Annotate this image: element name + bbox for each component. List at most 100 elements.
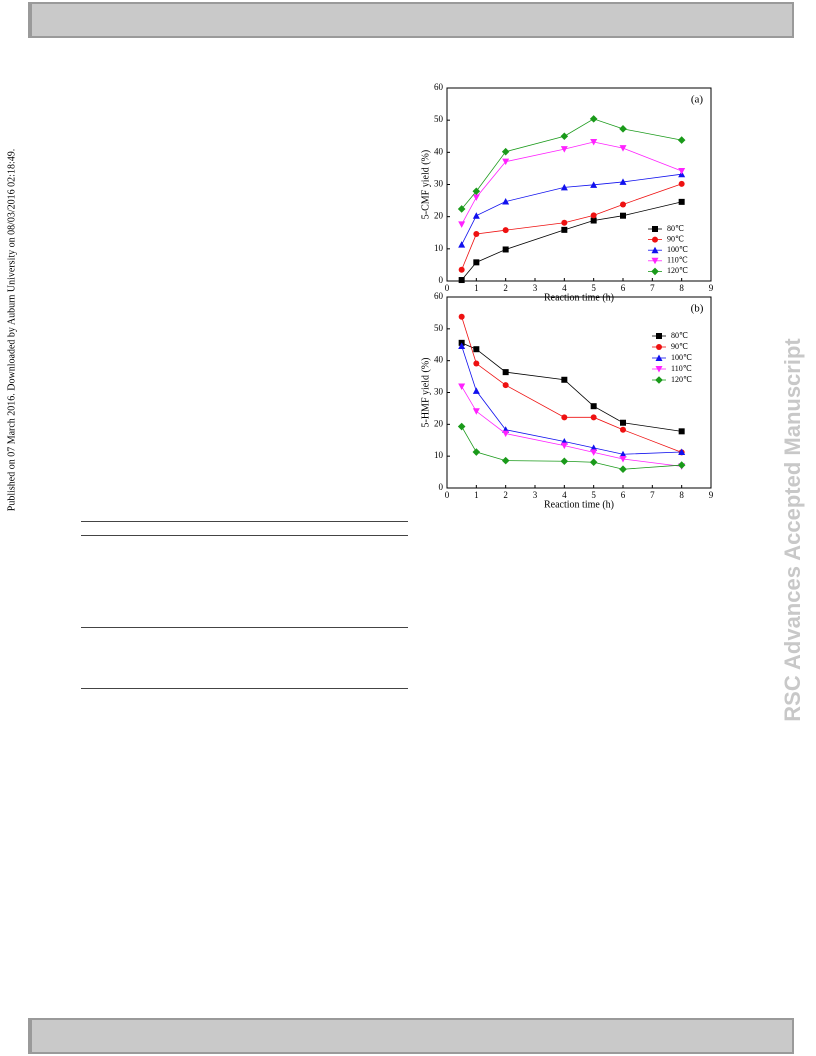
x-tick-label: 7 (650, 283, 655, 293)
marker (678, 448, 686, 456)
header-bar (28, 2, 794, 38)
marker (472, 212, 480, 219)
marker (678, 167, 686, 175)
marker (590, 139, 598, 146)
legend-marker (652, 236, 658, 243)
y-tick-label: 60 (434, 291, 444, 301)
legend-label: 110℃ (667, 256, 688, 265)
legend-label: 110℃ (671, 364, 692, 373)
marker (678, 428, 685, 435)
x-tick-label: 7 (650, 490, 655, 500)
marker (502, 246, 509, 253)
x-tick-label: 8 (679, 490, 684, 500)
marker (472, 194, 480, 201)
marker (561, 226, 568, 233)
marker (678, 180, 685, 187)
y-tick-label: 0 (439, 275, 444, 285)
table-rule (81, 627, 408, 628)
y-tick-label: 30 (434, 179, 444, 189)
marker (589, 115, 598, 123)
marker (590, 403, 597, 410)
x-tick-label: 4 (562, 283, 567, 293)
x-tick-label: 1 (474, 490, 479, 500)
marker (590, 414, 597, 421)
marker (502, 198, 510, 205)
series-line (461, 342, 682, 432)
marker (458, 383, 466, 390)
y-tick-label: 10 (434, 243, 444, 253)
legend-label: 90℃ (667, 234, 684, 243)
marker (502, 430, 510, 438)
legend-marker (651, 246, 659, 254)
y-tick-label: 60 (434, 82, 444, 92)
legend-label: 100℃ (671, 353, 692, 362)
x-tick-label: 5 (591, 283, 596, 293)
x-tick-label: 2 (503, 283, 508, 293)
marker (560, 442, 568, 450)
marker (560, 146, 568, 153)
x-tick-label: 0 (445, 283, 450, 293)
marker (619, 456, 627, 463)
marker (502, 158, 510, 166)
marker (458, 313, 465, 320)
marker (619, 125, 627, 133)
x-tick-label: 5 (591, 490, 596, 500)
table-rule (81, 535, 408, 536)
marker (590, 449, 598, 456)
footer-bar (28, 1018, 794, 1054)
marker (590, 181, 598, 188)
series-line (461, 201, 682, 281)
series-line (461, 426, 682, 470)
marker (560, 183, 568, 191)
marker (501, 456, 510, 465)
marker (457, 422, 466, 431)
panel-label: (b) (691, 303, 704, 315)
series-line (461, 141, 682, 225)
marker (620, 426, 626, 433)
marker (590, 444, 598, 451)
marker (473, 231, 480, 238)
table-rule (81, 688, 408, 689)
marker (677, 136, 686, 144)
marker (502, 382, 509, 389)
marker (589, 458, 598, 467)
marker (619, 465, 627, 474)
marker (458, 241, 466, 248)
marker (619, 145, 627, 152)
marker (619, 450, 627, 458)
x-tick-label: 1 (474, 283, 479, 293)
marker (677, 461, 686, 469)
x-tick-label: 8 (679, 283, 684, 293)
y-axis-label: 5-CMF yield (%) (420, 150, 431, 219)
marker (472, 408, 480, 415)
series-line (461, 316, 682, 453)
series-line (461, 183, 682, 270)
marker (561, 219, 568, 226)
legend-label: 100℃ (667, 245, 688, 254)
y-tick-label: 0 (439, 482, 444, 492)
marker (502, 227, 509, 234)
marker (458, 277, 465, 284)
legend-marker (655, 354, 663, 361)
y-tick-label: 50 (434, 323, 444, 333)
marker (560, 132, 569, 141)
marker (620, 419, 626, 426)
x-tick-label: 2 (503, 490, 508, 500)
legend-label: 80℃ (667, 224, 684, 233)
y-tick-label: 30 (434, 387, 444, 397)
marker (458, 342, 466, 350)
marker (560, 457, 569, 466)
series-line (461, 345, 682, 455)
legend-label: 80℃ (671, 331, 688, 340)
y-tick-label: 50 (434, 114, 444, 124)
x-tick-label: 3 (533, 490, 538, 500)
y-tick-label: 20 (434, 211, 444, 221)
legend-label: 120℃ (671, 375, 692, 384)
marker (473, 360, 480, 367)
marker (457, 205, 466, 213)
marker (561, 414, 568, 421)
marker (620, 212, 626, 219)
y-tick-label: 10 (434, 450, 444, 460)
